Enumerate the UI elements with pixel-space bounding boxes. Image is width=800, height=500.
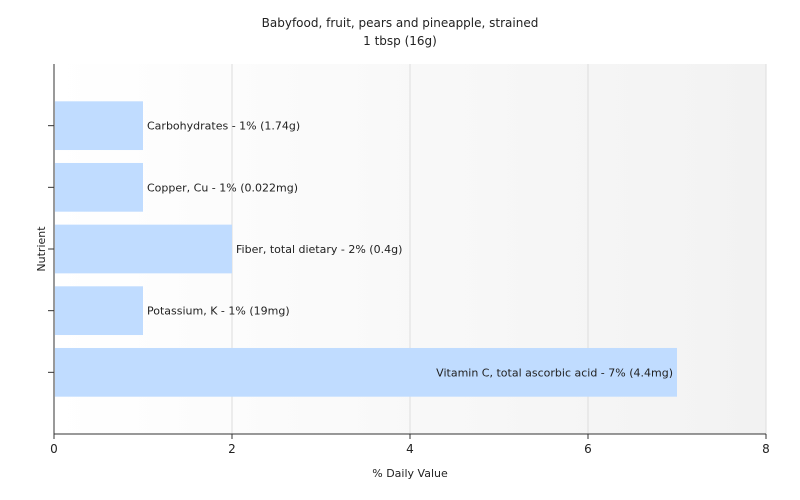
data-labels: Carbohydrates - 1% (1.74g) Copper, Cu - 1… <box>147 120 673 380</box>
bar-data-label: Fiber, total dietary - 2% (0.4g) <box>236 243 402 256</box>
bar <box>55 224 232 274</box>
x-tick-label: 4 <box>406 442 414 456</box>
x-tick-label: 6 <box>584 442 592 456</box>
bars <box>55 101 677 397</box>
chart-subtitle: 1 tbsp (16g) <box>363 34 437 48</box>
chart-title: Babyfood, fruit, pears and pineapple, st… <box>262 16 539 30</box>
bar-data-label: Carbohydrates - 1% (1.74g) <box>147 120 300 133</box>
bar <box>55 286 143 336</box>
x-axis-label: % Daily Value <box>372 467 448 480</box>
x-tick-label: 0 <box>50 442 58 456</box>
bar-data-label: Potassium, K - 1% (19mg) <box>147 305 290 318</box>
x-tick-label: 2 <box>228 442 236 456</box>
bar <box>55 347 677 397</box>
ticks: 0 2 4 6 8 <box>48 125 770 456</box>
bar-data-label: Vitamin C, total ascorbic acid - 7% (4.4… <box>436 366 673 379</box>
y-axis-label: Nutrient <box>35 226 48 272</box>
bar-data-label: Copper, Cu - 1% (0.022mg) <box>147 181 298 194</box>
x-tick-label: 8 <box>762 442 770 456</box>
bar <box>55 101 143 151</box>
bar <box>55 162 143 212</box>
